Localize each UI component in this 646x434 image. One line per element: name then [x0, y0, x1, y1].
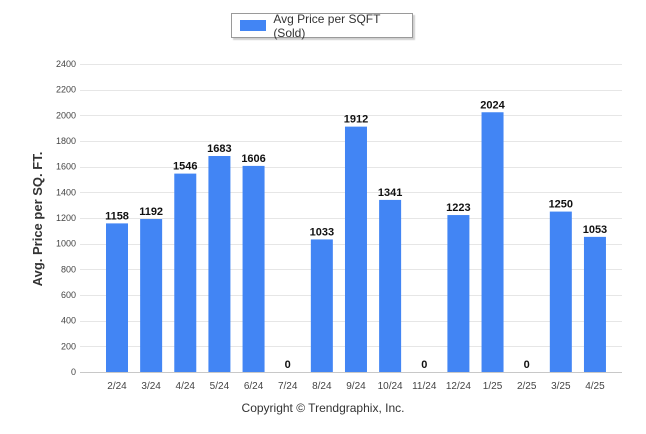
y-tick-label: 1800	[56, 136, 76, 146]
bar[interactable]	[208, 156, 231, 372]
data-label: 1341	[378, 187, 402, 199]
data-label: 1683	[207, 143, 231, 155]
data-label: 0	[285, 359, 291, 371]
y-tick-label: 1200	[56, 213, 76, 223]
x-tick-label: 3/24	[141, 381, 161, 392]
y-tick-label: 200	[61, 341, 76, 351]
x-tick-label: 2/24	[107, 381, 127, 392]
x-tick-label: 8/24	[312, 381, 332, 392]
data-label: 1053	[583, 224, 607, 236]
x-tick-label: 7/24	[278, 381, 298, 392]
data-label: 0	[421, 359, 427, 371]
bar-series	[106, 112, 606, 372]
legend[interactable]: Avg Price per SQFT (Sold)	[231, 11, 413, 40]
x-tick-label: 5/24	[210, 381, 230, 392]
data-label: 1033	[310, 226, 334, 238]
bar[interactable]	[583, 236, 606, 372]
x-tick-label: 11/24	[412, 381, 437, 392]
y-tick-label: 2000	[56, 110, 76, 120]
data-label: 1250	[549, 199, 573, 211]
bar[interactable]	[106, 223, 128, 372]
x-tick-label: 4/24	[176, 381, 196, 392]
bar[interactable]	[242, 165, 265, 372]
y-tick-label: 0	[71, 367, 76, 377]
copyright-text: Copyright © Trendgraphix, Inc.	[241, 401, 405, 415]
x-tick-label: 12/24	[446, 381, 471, 392]
bar[interactable]	[140, 219, 163, 372]
data-label: 1223	[446, 202, 470, 214]
y-tick-label: 2200	[56, 85, 76, 95]
bar[interactable]	[447, 215, 470, 372]
bar[interactable]	[379, 199, 402, 372]
bar[interactable]	[344, 126, 367, 372]
y-tick-label: 1400	[56, 187, 76, 197]
y-tick-label: 2400	[56, 59, 76, 69]
x-tick-label: 10/24	[378, 381, 403, 392]
y-tick-label: 1000	[56, 239, 76, 249]
data-label: 0	[524, 359, 530, 371]
data-label: 1192	[139, 206, 163, 218]
legend-swatch	[240, 20, 267, 31]
x-tick-label: 1/25	[483, 381, 503, 392]
x-tick-label: 4/25	[585, 381, 605, 392]
x-axis-ticks: 2/24 3/24 4/24 5/24 6/24 7/24 8/24 9/24 10/24 11/…	[107, 381, 605, 392]
y-tick-label: 600	[61, 290, 76, 300]
bar[interactable]	[549, 211, 572, 372]
bar[interactable]	[174, 173, 197, 372]
y-axis-label: Avg. Price per SQ. FT.	[30, 152, 45, 287]
y-axis-ticks: 0 200 400 600 800 1000 1200 1400 1600 1800 2000 220…	[56, 59, 76, 377]
y-tick-label: 400	[61, 316, 76, 326]
y-tick-label: 1600	[56, 162, 76, 172]
bar[interactable]	[310, 239, 333, 372]
data-label: 1606	[241, 153, 265, 165]
x-tick-label: 6/24	[244, 381, 264, 392]
bar[interactable]	[481, 112, 504, 372]
data-labels: 1158 1192 1546 1683 1606 0 1033 1912 1341 0 1223 20…	[105, 99, 607, 371]
y-tick-label: 800	[61, 264, 76, 274]
x-tick-label: 3/25	[551, 381, 571, 392]
data-label: 1546	[173, 161, 197, 173]
data-label: 1158	[105, 210, 129, 222]
x-tick-label: 2/25	[517, 381, 537, 392]
data-label: 2024	[480, 99, 505, 111]
legend-label: Avg Price per SQFT (Sold)	[273, 11, 381, 40]
data-label: 1912	[344, 114, 368, 126]
x-tick-label: 9/24	[346, 381, 366, 392]
